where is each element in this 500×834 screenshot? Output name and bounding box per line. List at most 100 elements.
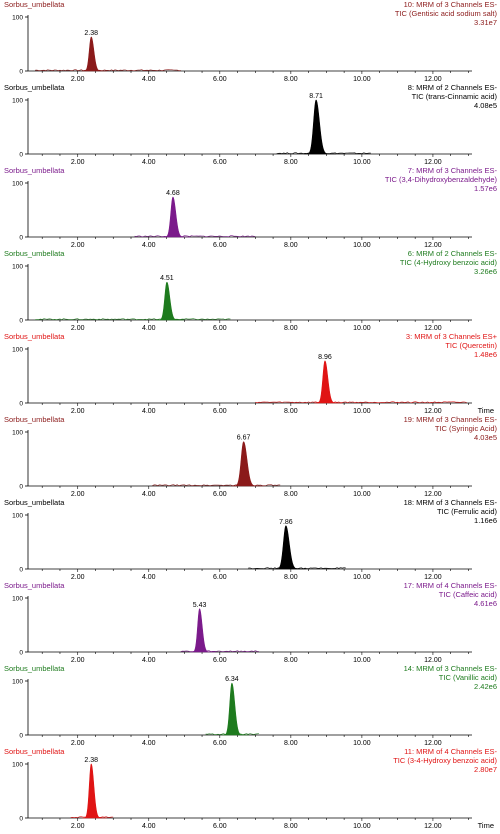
channel-line2: TIC (Gentisic acid sodium salt) — [394, 9, 497, 18]
intensity: 1.48e6 — [474, 350, 497, 359]
x-tick-label: 4.00 — [142, 823, 156, 830]
channel-line1: 17: MRM of 4 Channels ES- — [403, 581, 497, 590]
y-tick-label: 100 — [12, 347, 23, 354]
y-tick-label: 0 — [19, 401, 23, 408]
sample-name: Sorbus_umbellata — [4, 249, 65, 258]
y-tick-label: 100 — [12, 264, 23, 271]
x-axis-label: Time — [478, 406, 494, 415]
channel-line2: TIC (Ferrulic acid) — [436, 507, 497, 516]
channel-line2: TIC (Vanillic acid) — [438, 673, 497, 682]
peak — [273, 525, 306, 570]
x-tick-label: 4.00 — [142, 408, 156, 415]
channel-line2: TIC (Syringic Acid) — [434, 424, 497, 433]
x-tick-label: 8.00 — [284, 408, 298, 415]
x-tick-label: 4.00 — [142, 574, 156, 581]
peak — [303, 99, 336, 155]
channel-info: 10: MRM of 3 Channels ES- TIC (Gentisic a… — [395, 0, 497, 27]
y-tick-label: 100 — [12, 513, 23, 520]
x-tick-label: 10.00 — [353, 159, 371, 166]
x-tick-label: 8.00 — [284, 76, 298, 83]
x-tick-label: 12.00 — [424, 242, 442, 249]
channel-line2: TIC (4-Hydroxy benzoic acid) — [399, 258, 497, 267]
x-tick-label: 4.00 — [142, 657, 156, 664]
channel-info: 6: MRM of 2 Channels ES- TIC (4-Hydroxy b… — [400, 249, 497, 276]
intensity: 1.57e6 — [474, 184, 497, 193]
y-tick-label: 100 — [12, 181, 23, 188]
channel-info: 8: MRM of 2 Channels ES- TIC (trans-Cinna… — [408, 83, 497, 110]
x-tick-label: 2.00 — [71, 325, 85, 332]
channel-line2: TIC (3-4-Hydroxy benzoic acid) — [393, 756, 497, 765]
channel-info: 19: MRM of 3 Channels ES- TIC (Syringic A… — [404, 415, 497, 442]
chromatogram-panel: 0 100 2.00 4.00 6.00 8.00 10.00 12.00 Time 8.96 So… — [0, 332, 500, 415]
x-tick-label: 10.00 — [353, 408, 371, 415]
channel-line1: 6: MRM of 2 Channels ES- — [407, 249, 497, 258]
x-tick-label: 2.00 — [71, 159, 85, 166]
x-axis-label: Time — [478, 821, 494, 830]
y-tick-label: 100 — [12, 430, 23, 437]
x-tick-label: 12.00 — [424, 325, 442, 332]
chromatogram-svg: 0 100 2.00 4.00 6.00 8.00 10.00 12.00 5.43 — [12, 596, 472, 664]
x-tick-label: 2.00 — [71, 740, 85, 747]
peak-label: 2.38 — [84, 30, 98, 37]
channel-line2: TIC (trans-Cinnamic acid) — [411, 92, 497, 101]
x-tick-label: 12.00 — [424, 740, 442, 747]
channel-line1: 18: MRM of 3 Channels ES- — [403, 498, 497, 507]
channel-info: 18: MRM of 3 Channels ES- TIC (Ferrulic a… — [404, 498, 497, 525]
x-tick-label: 10.00 — [353, 325, 371, 332]
chromatogram-panel: 0 100 2.00 4.00 6.00 8.00 10.00 12.00 Time 2.38 So… — [0, 747, 500, 830]
channel-line1: 14: MRM of 3 Channels ES- — [403, 664, 497, 673]
baseline-trace — [134, 235, 256, 238]
x-tick-label: 6.00 — [213, 740, 227, 747]
x-tick-label: 4.00 — [142, 242, 156, 249]
x-tick-label: 12.00 — [424, 491, 442, 498]
y-tick-label: 0 — [19, 69, 23, 76]
sample-name: Sorbus_umbellata — [4, 83, 65, 92]
x-tick-label: 8.00 — [284, 657, 298, 664]
x-tick-label: 10.00 — [353, 76, 371, 83]
channel-line2: TIC (3,4-Dihydroxybenzaldehyde) — [384, 175, 497, 184]
x-tick-label: 2.00 — [71, 76, 85, 83]
chromatogram-svg: 0 100 2.00 4.00 6.00 8.00 10.00 12.00 6.67 — [12, 430, 472, 498]
y-tick-label: 0 — [19, 235, 23, 242]
y-tick-label: 100 — [12, 15, 23, 22]
intensity: 4.03e5 — [474, 433, 497, 442]
peak — [221, 682, 249, 736]
x-tick-label: 10.00 — [353, 574, 371, 581]
y-tick-label: 0 — [19, 733, 23, 740]
chromatogram-svg: 0 100 2.00 4.00 6.00 8.00 10.00 12.00 8.71 — [12, 93, 472, 166]
x-tick-label: 12.00 — [424, 76, 442, 83]
y-tick-label: 0 — [19, 484, 23, 491]
x-tick-label: 6.00 — [213, 325, 227, 332]
baseline-trace — [35, 318, 231, 321]
x-tick-label: 6.00 — [213, 574, 227, 581]
x-tick-label: 2.00 — [71, 657, 85, 664]
channel-info: 17: MRM of 4 Channels ES- TIC (Caffeic ac… — [404, 581, 497, 608]
intensity: 3.31e7 — [474, 18, 497, 27]
y-tick-label: 0 — [19, 318, 23, 325]
baseline-trace — [152, 484, 281, 487]
peak-label: 8.71 — [309, 93, 323, 100]
peak-label: 4.51 — [160, 275, 174, 282]
x-tick-label: 10.00 — [353, 242, 371, 249]
intensity: 2.42e6 — [474, 682, 497, 691]
y-tick-label: 100 — [12, 679, 23, 686]
x-tick-label: 6.00 — [213, 491, 227, 498]
x-tick-label: 8.00 — [284, 242, 298, 249]
intensity: 2.80e7 — [474, 765, 497, 774]
channel-info: 11: MRM of 4 Channels ES- TIC (3-4-Hydrox… — [393, 747, 497, 774]
x-tick-label: 4.00 — [142, 76, 156, 83]
peak — [231, 441, 264, 487]
baseline-trace — [255, 401, 467, 404]
peak-label: 6.34 — [225, 676, 239, 683]
x-tick-label: 12.00 — [424, 657, 442, 664]
chromatogram-svg: 0 100 2.00 4.00 6.00 8.00 10.00 12.00 Time 8.96 — [12, 347, 494, 416]
x-tick-label: 6.00 — [213, 159, 227, 166]
chromatogram-svg: 0 100 2.00 4.00 6.00 8.00 10.00 12.00 7.86 — [12, 513, 472, 581]
peak — [189, 608, 216, 653]
peak-label: 2.38 — [84, 757, 98, 764]
sample-name: Sorbus_umbellata — [4, 747, 65, 756]
x-tick-label: 6.00 — [213, 242, 227, 249]
x-tick-label: 2.00 — [71, 408, 85, 415]
chromatogram-svg: 0 100 2.00 4.00 6.00 8.00 10.00 12.00 6.34 — [12, 676, 472, 747]
